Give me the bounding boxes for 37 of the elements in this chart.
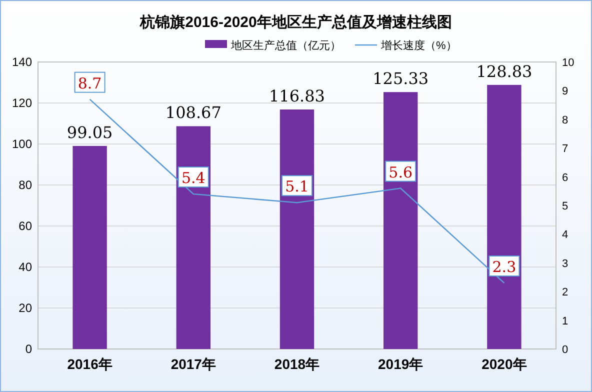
y2-tick-label: 8 [562,114,568,126]
y-tick-label: 100 [12,137,32,151]
x-tick-label: 2018年 [274,356,320,372]
data-label: 2.3 [492,258,516,276]
data-label: 99.05 [66,122,113,142]
y2-tick-label: 5 [562,200,568,212]
y-tick-label: 40 [18,260,32,274]
y2-tick-label: 0 [562,344,568,356]
y2-tick-label: 1 [562,315,568,328]
y-tick-label: 0 [25,342,32,356]
y2-tick-label: 9 [562,86,568,98]
x-tick-label: 2016年 [67,356,112,372]
y-tick-label: 140 [12,55,32,69]
y-tick-label: 120 [12,96,32,110]
y2-tick-label: 10 [562,57,574,69]
data-label: 5.4 [181,169,206,188]
chart-title: 杭锦旗2016-2020年地区生产总值及增速柱线图 [139,13,452,31]
data-label: 116.83 [269,86,325,106]
data-label: 108.67 [165,103,222,122]
y-tick-label: 60 [18,219,32,233]
x-tick-label: 2019年 [378,356,424,372]
legend-label: 地区生产总值（亿元） [230,39,341,52]
y2-tick-label: 6 [562,172,568,184]
data-label: 125.33 [372,69,429,88]
data-label: 5.1 [285,178,309,196]
data-label: 8.7 [78,74,102,92]
legend-label: 增长速度（%） [380,39,457,52]
data-label: 5.6 [388,163,413,182]
data-label: 128.83 [476,62,532,81]
y-tick-label: 80 [18,178,32,192]
y2-tick-label: 2 [562,286,568,299]
y2-tick-label: 7 [562,143,568,156]
x-tick-label: 2017年 [170,356,216,372]
x-tick-label: 2020年 [482,356,527,372]
y2-tick-label: 4 [562,229,568,242]
y2-tick-label: 3 [562,258,568,270]
y-tick-label: 20 [18,301,32,315]
